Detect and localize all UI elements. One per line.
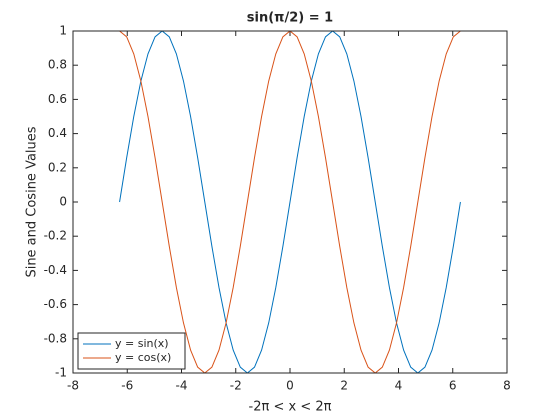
- x-tick-label: 0: [286, 379, 294, 393]
- x-axis-label: -2π < x < 2π: [249, 400, 332, 415]
- y-axis-label: Sine and Cosine Values: [25, 126, 40, 277]
- x-tick-label: -2: [230, 379, 242, 393]
- x-tick-label: 8: [503, 379, 511, 393]
- y-tick-label: 0.4: [48, 126, 67, 140]
- series-line: [119, 31, 461, 373]
- plot-lines: [119, 31, 461, 373]
- x-tick-label: -6: [121, 379, 133, 393]
- y-tick-label: -1: [55, 366, 67, 380]
- x-tick-label: 2: [340, 379, 348, 393]
- y-tick-label: 1: [59, 24, 67, 38]
- y-tick-label: -0.2: [44, 229, 67, 243]
- legend-label: y = cos(x): [115, 351, 171, 364]
- y-tick-label: 0.2: [48, 160, 67, 174]
- y-tick-label: -0.4: [44, 263, 67, 277]
- y-tick-label: 0.6: [48, 92, 67, 106]
- x-tick-label: -4: [176, 379, 188, 393]
- y-tick-label: 0: [59, 195, 67, 209]
- x-tick-label: 4: [395, 379, 403, 393]
- axes-box: [72, 30, 508, 374]
- x-tick-label: 6: [449, 379, 457, 393]
- y-tick-label: -0.6: [44, 297, 67, 311]
- legend-label: y = sin(x): [115, 337, 169, 350]
- x-tick-label: -8: [67, 379, 79, 393]
- series-line: [119, 31, 461, 373]
- legend-box: [77, 332, 186, 370]
- chart-title: sin(π/2) = 1: [247, 11, 333, 26]
- y-tick-label: 0.8: [48, 58, 67, 72]
- y-tick-label: -0.8: [44, 331, 67, 345]
